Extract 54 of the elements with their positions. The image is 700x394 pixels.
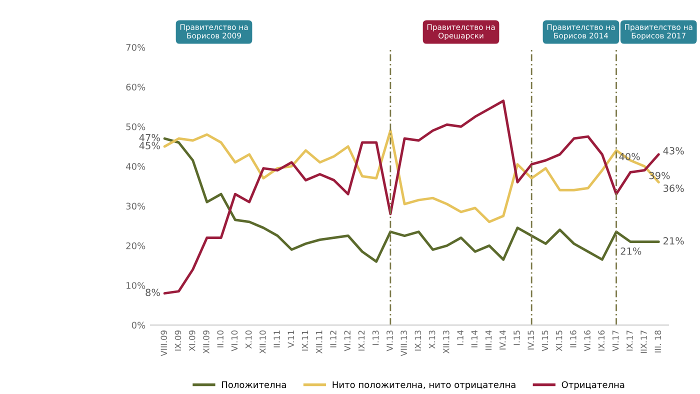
x-tick-label: XII.13 — [443, 330, 450, 354]
x-tick-label: V.11 — [288, 330, 294, 348]
x-tick-label: X.13 — [428, 330, 436, 349]
x-tick-label: VIII.09 — [160, 330, 168, 356]
data-label: 36% — [664, 184, 684, 192]
x-tick-label: IV.15 — [528, 330, 534, 350]
x-tick-label: VIII.13 — [400, 330, 407, 356]
x-tick-label: IX.17 — [626, 330, 633, 351]
x-tick-label: XI.15 — [556, 330, 562, 352]
y-tick-label: 0% — [132, 322, 146, 329]
x-tick-label: II.16 — [570, 330, 576, 348]
x-tick-label: IX.12 — [358, 330, 365, 351]
x-tick-label: IX.13 — [414, 330, 422, 351]
x-tick-label: VI.16 — [584, 330, 590, 352]
x-tick-label: II.12 — [330, 330, 336, 348]
y-tick-label: 60% — [126, 84, 146, 91]
data-label: 21% — [620, 247, 642, 255]
x-tick-label: III.14 — [485, 330, 492, 350]
x-tick-label: II.14 — [471, 330, 478, 348]
x-tick-label: II.10 — [217, 330, 224, 348]
legend-label: Отрицателна — [562, 381, 624, 390]
data-label: 47% — [139, 134, 160, 142]
x-tick-label: IX.11 — [302, 330, 308, 351]
x-tick-label: X.10 — [245, 330, 252, 349]
x-tick-label: XII.11 — [316, 330, 322, 354]
y-tick-label: 20% — [126, 242, 146, 250]
y-tick-label: 50% — [126, 123, 146, 130]
x-tick-label: IIX.17 — [640, 330, 647, 353]
x-tick-label: VI.17 — [612, 330, 619, 352]
x-tick-label: III. 18 — [654, 330, 662, 352]
data-label: 21% — [664, 237, 684, 245]
x-tick-label: I.14 — [457, 330, 464, 345]
x-tick-label: II.11 — [274, 330, 280, 348]
x-tick-label: VI.15 — [542, 330, 548, 352]
x-tick-label: VI.13 — [386, 330, 393, 352]
y-tick-label: 40% — [126, 163, 146, 170]
y-tick-label: 70% — [126, 44, 146, 51]
x-tick-label: I.15 — [514, 330, 520, 345]
x-tick-label: VI.10 — [231, 330, 238, 352]
data-label: 45% — [139, 142, 160, 150]
data-label: 43% — [663, 147, 684, 154]
legend-label: Положителна — [222, 381, 286, 388]
x-tick-label: XI.09 — [188, 330, 196, 352]
x-tick-label: IX.16 — [598, 330, 605, 351]
x-tick-label: I.13 — [372, 330, 379, 345]
x-tick-label: IV.14 — [500, 330, 506, 350]
data-label: 8% — [146, 288, 160, 296]
legend-label: Нито положителна, нито отрицателна — [332, 381, 516, 390]
y-tick-label: 10% — [126, 282, 146, 289]
y-tick-label: 30% — [126, 202, 146, 210]
x-tick-label: XII.10 — [260, 330, 266, 354]
x-tick-label: IX.09 — [174, 330, 182, 351]
x-tick-label: XII.09 — [203, 330, 210, 354]
x-tick-label: VI.12 — [344, 330, 350, 352]
